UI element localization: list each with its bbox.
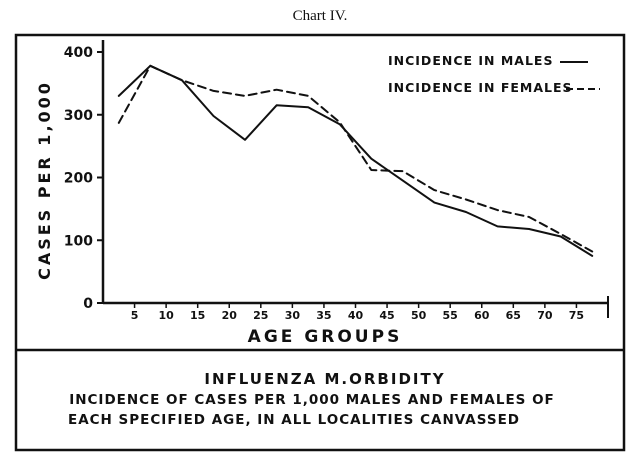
y-tick-label: 0 [83,296,93,312]
legend: INCIDENCE IN MALES INCIDENCE IN FEMALES [388,53,600,95]
x-ticks: 5 10 15 20 25 30 35 40 45 50 55 60 65 70 75 [131,303,584,322]
x-axis-label: AGE GROUPS [248,327,403,347]
x-tick-label: 60 [474,309,490,322]
y-tick-label: 300 [64,108,93,124]
y-tick-label: 200 [64,171,93,187]
legend-label-females: INCIDENCE IN FEMALES [388,80,573,95]
y-tick-label: 100 [64,233,93,249]
x-tick-label: 65 [506,309,521,322]
x-tick-label: 50 [411,309,427,322]
x-tick-label: 75 [569,309,584,322]
series-lines [117,64,594,257]
x-tick-label: 5 [131,309,139,322]
x-tick-label: 55 [443,309,458,322]
series-line-females [117,64,594,253]
y-ticks: 0 100 200 300 400 [64,45,103,312]
x-tick-label: 40 [348,309,364,322]
x-tick-label: 25 [253,309,268,322]
y-tick-label: 400 [64,45,93,61]
legend-label-males: INCIDENCE IN MALES [388,53,553,68]
x-tick-label: 20 [222,309,238,322]
x-tick-label: 15 [190,309,205,322]
chart-subtitle-line-2: EACH SPECIFIED AGE, IN ALL LOCALITIES CA… [68,412,520,428]
series-line-males [117,64,594,257]
x-tick-label: 10 [158,309,174,322]
chart-subtitle-line-1: INCIDENCE OF CASES PER 1,000 MALES AND F… [69,392,555,408]
caption: INFLUENZA M.ORBIDITY INCIDENCE OF CASES … [68,370,555,428]
y-axis-label: CASES PER 1,000 [35,80,54,280]
chart-frame [14,33,626,452]
x-tick-label: 45 [379,309,394,322]
x-tick-label: 35 [316,309,331,322]
x-tick-label: 70 [537,309,553,322]
x-tick-label: 30 [285,309,301,322]
page-title: Chart IV. [292,8,348,24]
chart-title: INFLUENZA M.ORBIDITY [204,370,445,388]
